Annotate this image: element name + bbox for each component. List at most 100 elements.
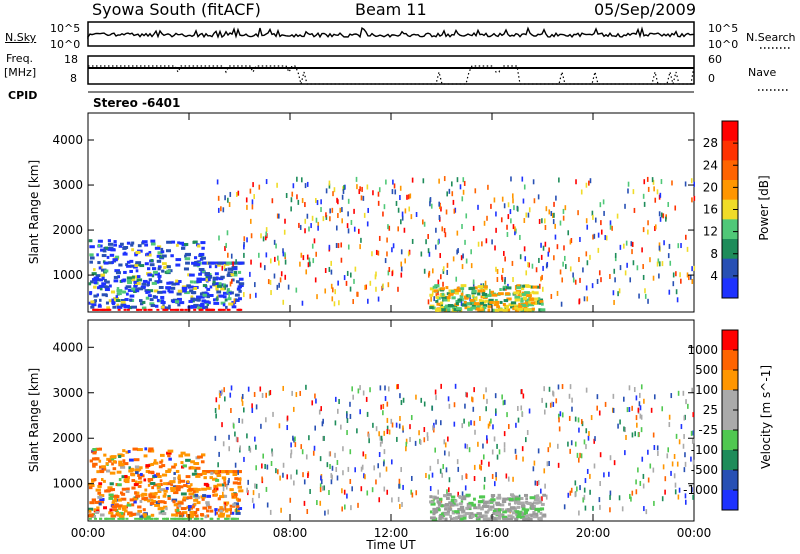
scatter-cell xyxy=(147,267,151,271)
scatter-cell xyxy=(196,488,201,492)
scatter-cell xyxy=(153,459,157,463)
scatter-cell xyxy=(460,500,464,504)
scatter-cell xyxy=(160,500,165,504)
scatter-cell xyxy=(383,204,386,210)
scatter-cell xyxy=(579,236,581,242)
scatter-cell xyxy=(147,449,152,453)
scatter-cell xyxy=(468,501,474,505)
scatter-cell xyxy=(402,425,404,431)
scatter-cell xyxy=(473,497,476,501)
scatter-cell xyxy=(514,298,521,302)
colorbar-swatch xyxy=(722,258,738,279)
scatter-cell xyxy=(123,509,128,513)
scatter-cell xyxy=(156,486,161,490)
scatter-cell xyxy=(472,225,475,231)
scatter-cell xyxy=(216,284,223,288)
scatter-cell xyxy=(559,269,562,275)
scatter-cell xyxy=(591,283,594,289)
scatter-cell xyxy=(190,460,195,464)
scatter-cell xyxy=(515,512,520,516)
scatter-cell xyxy=(200,513,204,517)
scatter-cell xyxy=(440,504,444,508)
near-range-cell xyxy=(162,308,166,311)
scatter-cell xyxy=(528,303,535,307)
scatter-cell xyxy=(99,298,102,302)
scatter-cell xyxy=(506,224,508,230)
scatter-cell xyxy=(585,428,588,434)
scatter-cell xyxy=(237,297,242,301)
scatter-cell xyxy=(578,427,580,433)
scatter-cell xyxy=(624,203,626,209)
scatter-cell xyxy=(643,506,645,512)
scatter-cell xyxy=(399,393,401,399)
scatter-cell xyxy=(481,299,485,303)
scatter-cell xyxy=(119,463,125,467)
scatter-cell xyxy=(667,201,670,207)
scatter-cell xyxy=(557,443,559,449)
scatter-cell xyxy=(215,511,219,515)
scatter-cell xyxy=(90,300,95,304)
scatter-cell xyxy=(459,505,465,509)
near-range-cell xyxy=(149,308,153,311)
scatter-cell xyxy=(121,492,126,496)
scatter-cell xyxy=(524,284,530,288)
scatter-cell xyxy=(135,282,141,286)
scatter-cell xyxy=(300,252,303,258)
scatter-cell xyxy=(201,246,205,250)
scatter-cell xyxy=(588,180,590,186)
scatter-cell xyxy=(133,458,140,462)
scatter-cell xyxy=(215,282,219,286)
scatter-cell xyxy=(511,193,514,199)
scatter-cell xyxy=(543,386,545,392)
scatter-cell xyxy=(214,435,217,441)
scatter-cell xyxy=(323,435,325,441)
scatter-cell xyxy=(180,451,186,455)
scatter-cell xyxy=(99,278,103,282)
scatter-cell xyxy=(96,253,99,257)
scatter-cell xyxy=(234,477,239,481)
scatter-cell xyxy=(525,497,528,501)
scatter-cell xyxy=(461,224,463,230)
scatter-cell xyxy=(494,512,500,516)
scatter-cell xyxy=(229,281,232,287)
scatter-cell xyxy=(599,481,601,487)
scatter-cell xyxy=(116,303,120,307)
scatter-cell xyxy=(490,418,492,424)
scatter-cell xyxy=(445,209,448,215)
scatter-cell xyxy=(494,393,497,399)
scatter-cell xyxy=(125,263,129,267)
scatter-cell xyxy=(124,304,130,308)
scatter-cell xyxy=(126,279,132,283)
scatter-cell xyxy=(133,280,137,284)
y-tick-label: 4000 xyxy=(52,133,83,147)
scatter-cell xyxy=(453,208,456,214)
near-range-cell xyxy=(110,517,114,520)
scatter-cell xyxy=(193,298,198,302)
scatter-cell xyxy=(482,501,488,505)
scatter-cell xyxy=(692,494,694,500)
scatter-cell xyxy=(460,517,464,521)
scatter-cell xyxy=(609,220,612,226)
scatter-cell xyxy=(89,291,93,295)
scatter-cell xyxy=(387,282,390,288)
scatter-cell xyxy=(436,302,442,306)
scatter-cell xyxy=(130,469,134,473)
scatter-cell xyxy=(587,435,590,441)
scatter-cell xyxy=(471,513,478,517)
scatter-cell xyxy=(477,506,483,510)
scatter-cell xyxy=(515,308,520,312)
scatter-cell xyxy=(110,248,116,252)
scatter-cell xyxy=(317,221,320,227)
scatter-cell xyxy=(204,305,209,309)
scatter-cell xyxy=(344,184,346,190)
scatter-cell xyxy=(404,258,406,264)
scatter-cell xyxy=(400,249,403,255)
colorbar-swatch xyxy=(722,330,738,351)
velocity-scatter xyxy=(88,383,696,521)
scatter-cell xyxy=(241,418,244,424)
scatter-cell xyxy=(397,384,399,390)
scatter-cell xyxy=(204,272,211,276)
scatter-cell xyxy=(225,470,229,474)
scatter-cell xyxy=(118,263,123,267)
